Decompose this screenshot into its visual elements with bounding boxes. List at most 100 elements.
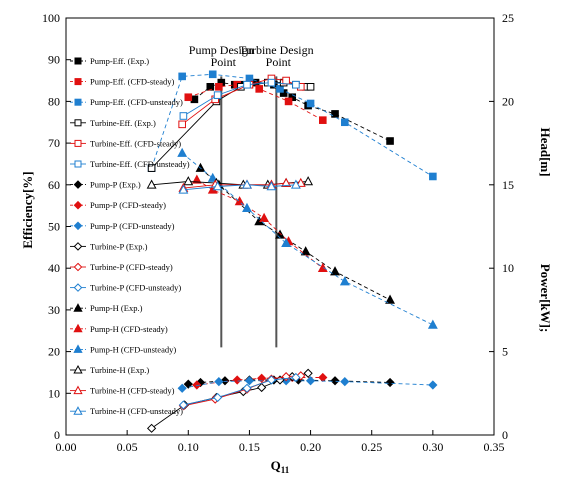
data-point (295, 177, 306, 187)
data-point (276, 85, 284, 93)
data-point (190, 95, 199, 104)
y-left-tick-label: 80 (48, 94, 60, 108)
legend-item: Turbine-P (Exp.) (70, 241, 148, 251)
legend-label: Pump-H (CFD-steady) (90, 324, 168, 334)
data-point (207, 172, 218, 182)
data-point (282, 76, 290, 85)
legend-marker (74, 98, 82, 106)
data-point (305, 376, 316, 386)
legend-marker (73, 242, 83, 251)
data-point (178, 184, 189, 194)
data-point (318, 372, 328, 383)
legend-item: Turbine-Eff. (CFD-steady) (70, 138, 181, 148)
design-point-label-line2: Point (266, 55, 292, 69)
x-axis-ticks: 0.00 0.05 0.10 0.15 0.20 0.25 0.30 0.35 (56, 430, 505, 454)
data-point (306, 99, 315, 108)
legend-item: Turbine-H (CFD-unsteady) (70, 406, 183, 416)
data-point (331, 110, 339, 118)
data-point (341, 118, 349, 127)
series-11 (178, 372, 301, 410)
legend-item: Turbine-H (Exp.) (70, 364, 149, 375)
data-point (281, 237, 292, 247)
y-right-tick-label: 20 (502, 94, 514, 108)
data-point (215, 83, 223, 91)
y-right-axis-title-power: Power[kW]; (538, 264, 553, 333)
data-point (319, 116, 327, 124)
data-point (206, 83, 215, 91)
y-left-tick-label: 70 (48, 136, 60, 150)
y-right-tick-label: 25 (502, 11, 514, 25)
series-10 (178, 371, 306, 411)
y-left-axis-ticks: 0 10 20 30 40 50 60 70 80 90 100 (42, 11, 71, 442)
legend-label: Pump-Eff. (CFD-steady) (90, 77, 175, 87)
legend-marker (73, 200, 83, 210)
data-point (146, 423, 157, 433)
legend-item: Turbine-H (CFD-steady) (70, 385, 175, 396)
y-left-tick-label: 90 (48, 53, 60, 67)
x-tick-label: 0.35 (484, 440, 505, 454)
legend-marker (74, 160, 82, 168)
y-left-tick-label: 50 (48, 220, 60, 234)
y-left-tick-label: 10 (48, 386, 60, 400)
data-point (243, 80, 251, 89)
legend-item: Pump-P (CFD-steady) (70, 200, 166, 210)
y-right-axis-ticks: 0 5 10 15 20 25 (489, 11, 514, 442)
legend-label: Turbine-Eff. (CFD-steady) (90, 138, 181, 148)
series-8 (177, 376, 438, 393)
legend-label: Pump-Eff. (CFD-unsteady) (90, 97, 183, 107)
x-tick-label: 0.25 (361, 440, 382, 454)
legend-marker (73, 283, 83, 292)
data-point (340, 377, 350, 387)
data-point (212, 181, 223, 191)
legend-label: Pump-H (CFD-unsteady) (90, 344, 176, 354)
design-point-label-line2: Point (211, 55, 237, 69)
legend-label: Pump-P (CFD-steady) (90, 200, 166, 210)
series-group (146, 70, 438, 433)
data-point (214, 377, 224, 387)
data-point (267, 78, 276, 87)
legend-item: Turbine-P (CFD-unsteady) (70, 283, 181, 293)
data-point (281, 177, 292, 187)
data-point (242, 179, 252, 189)
data-point (255, 85, 264, 93)
y-left-tick-label: 0 (54, 428, 60, 442)
legend-item: Turbine-Eff. (Exp.) (70, 118, 156, 128)
x-tick-label: 0.00 (56, 440, 77, 454)
data-point (178, 400, 189, 410)
data-point (292, 80, 300, 89)
data-point (266, 375, 277, 385)
data-point (208, 70, 217, 79)
data-point (339, 276, 350, 286)
data-point (242, 383, 252, 393)
x-tick-label: 0.05 (117, 440, 138, 454)
legend-marker (74, 139, 82, 147)
data-point (184, 93, 193, 102)
data-point (242, 202, 252, 212)
x-tick-label: 0.30 (422, 440, 443, 454)
legend-label: Turbine-Eff. (Exp.) (90, 118, 156, 128)
legend-item: Pump-H (CFD-unsteady) (70, 344, 176, 354)
legend-label: Turbine-P (CFD-steady) (90, 262, 173, 272)
legend-item: Pump-P (Exp.) (70, 180, 141, 190)
legend-item: Pump-Eff. (Exp.) (70, 56, 149, 66)
data-point (244, 376, 255, 386)
legend-label: Turbine-H (CFD-steady) (90, 386, 175, 396)
legend-marker (74, 78, 82, 86)
data-point (330, 266, 340, 276)
data-point (245, 74, 254, 83)
data-point (220, 376, 230, 386)
x-axis-title: Q11 (271, 458, 290, 475)
data-point (284, 97, 293, 106)
data-point (317, 262, 328, 272)
legend-item: Pump-H (Exp.) (70, 303, 143, 313)
data-point (178, 120, 186, 129)
legend-label: Turbine-P (CFD-unsteady) (90, 283, 181, 293)
legend-label: Pump-H (Exp.) (90, 303, 143, 313)
x-tick-label: 0.15 (239, 440, 260, 454)
data-point (385, 377, 395, 388)
y-right-tick-label: 15 (502, 178, 514, 192)
series-17 (178, 179, 301, 194)
x-tick-label: 0.10 (178, 440, 199, 454)
x-axis-title-main: Q (271, 458, 281, 473)
